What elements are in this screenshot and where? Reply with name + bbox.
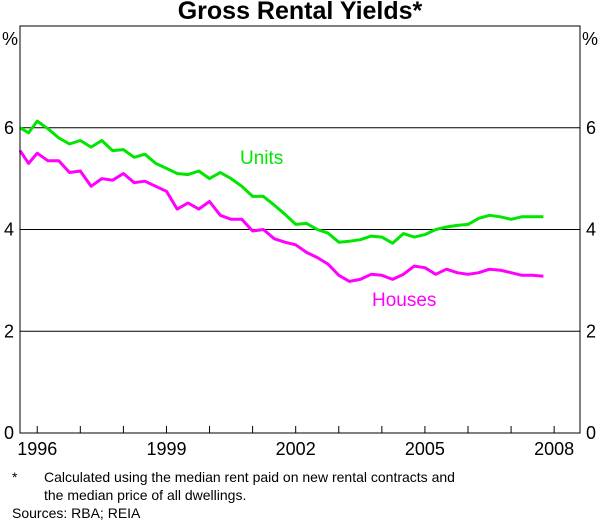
y-axis-unit-left: % (2, 29, 18, 49)
x-tick-label-1996: 1996 (17, 439, 57, 459)
chart-title: Gross Rental Yields* (178, 0, 423, 25)
footnote-text-line1: Calculated using the median rent paid on… (44, 469, 455, 485)
plot-frame (19, 25, 581, 434)
x-tick-label-1999: 1999 (146, 439, 186, 459)
series-line-houses (18, 149, 544, 283)
x-tick-labels: 1996 1999 2002 2005 2008 (17, 439, 574, 459)
y-tick-label-left-6: 6 (4, 118, 14, 138)
y-tick-label-right-0: 0 (586, 423, 596, 443)
x-tick-label-2008: 2008 (534, 439, 574, 459)
y-tick-label-right-6: 6 (586, 118, 596, 138)
series-line-units (19, 119, 544, 245)
y-tick-label-left-2: 2 (4, 321, 14, 341)
footnote-marker: * (12, 469, 18, 485)
x-tick-label-2005: 2005 (405, 439, 445, 459)
footnote: * Calculated using the median rent paid o… (12, 468, 592, 486)
series-label-units: Units (240, 148, 283, 169)
y-tick-label-right-4: 4 (586, 220, 596, 240)
footnote-text-line2: the median price of all dwellings. (44, 487, 247, 503)
y-tick-labels: 0 0 2 2 4 4 6 6 (4, 118, 596, 443)
sources-note: Sources: RBA; REIA (12, 505, 141, 521)
y-tick-label-left-4: 4 (4, 220, 14, 240)
series-label-houses: Houses (372, 290, 436, 311)
y-tick-label-right-2: 2 (586, 321, 596, 341)
x-tick-label-2002: 2002 (276, 439, 316, 459)
gridlines (20, 127, 580, 332)
y-tick-label-left-0: 0 (4, 423, 14, 443)
y-axis-unit-right: % (582, 29, 598, 49)
series-layer (18, 119, 544, 283)
chart: Gross Rental Yields* % % 0 02 24 46 6 1996 19… (2, 0, 598, 459)
chart-notes: * Calculated using the median rent paid o… (12, 468, 592, 522)
ticks (36, 426, 555, 433)
